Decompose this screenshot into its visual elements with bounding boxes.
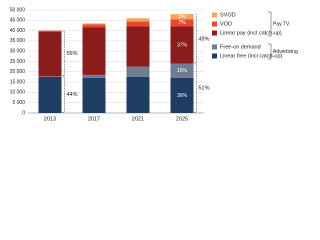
bar-segment [126,18,150,22]
bracket [194,14,197,64]
segment-label: 36% [177,93,188,99]
bar-segment [126,21,150,27]
chart: 0 5 000 10 000 15 000 20 000 25 000 30 000 35 0… [10,7,298,122]
bar-segment [170,26,194,64]
bracket-label: 49% [199,36,210,42]
y-tick-label: 30 000 [10,49,26,55]
bar-segment [82,27,106,75]
legend-swatch [212,44,217,50]
bar-segment [126,76,150,113]
x-tick-label: 2013 [44,116,56,122]
bar-segment [170,14,194,20]
legend-swatch [212,53,217,59]
x-tick-label: 2025 [176,116,188,122]
bar-segment [170,77,194,113]
segment-label: 7% [178,20,186,26]
bar-segment [126,26,150,67]
legend-swatch [212,21,217,27]
bar-segment [82,23,106,25]
y-tick-label: 35 000 [10,38,26,44]
bracket [194,63,197,113]
bar-segment [82,77,106,113]
y-tick-label: 25 000 [10,59,26,65]
legend-group-label: Advertising [273,49,298,55]
bracket [62,30,65,77]
legend-bracket [268,43,272,60]
legend-swatch [212,12,217,18]
bar-segment [170,63,194,78]
bar-segment [170,19,194,27]
y-tick-label: 5 000 [12,100,25,106]
bracket-label: 51% [199,86,210,92]
bar-segment [38,30,62,32]
legend-swatch [212,30,217,36]
bar-segment [38,76,62,77]
bar-segment [82,74,106,78]
segment-label: 15% [177,68,188,74]
legend-label: Linear pay (incl catch-up) [220,30,282,36]
legend-label: VOD [220,21,232,27]
y-tick-label: 40 000 [10,28,26,34]
bar-segment [38,31,62,77]
bar-segment [38,76,62,113]
segment-label: 37% [177,42,188,48]
y-tick-label: 10 000 [10,90,26,96]
legend-label: SVOD [220,12,236,18]
y-tick-label: 15 000 [10,79,26,85]
y-tick-label: 50 000 [10,7,26,13]
legend-label: Linear free (incl catch-up) [220,53,283,59]
y-tick-label: 45 000 [10,18,26,24]
y-tick-label: 0 [22,110,25,116]
x-tick-label: 2021 [132,116,144,122]
legend-group-label: Pay TV [273,21,290,27]
bar-segment [82,24,106,28]
segment-label: 5% [178,14,186,20]
bracket-label: 56% [67,51,78,57]
legend-bracket [268,11,272,37]
y-tick-label: 20 000 [10,69,26,75]
x-tick-label: 2017 [88,116,100,122]
legend-label: Free-on demand [220,44,261,50]
bracket [62,76,65,113]
bracket-label: 44% [67,92,78,98]
bar-segment [126,66,150,77]
